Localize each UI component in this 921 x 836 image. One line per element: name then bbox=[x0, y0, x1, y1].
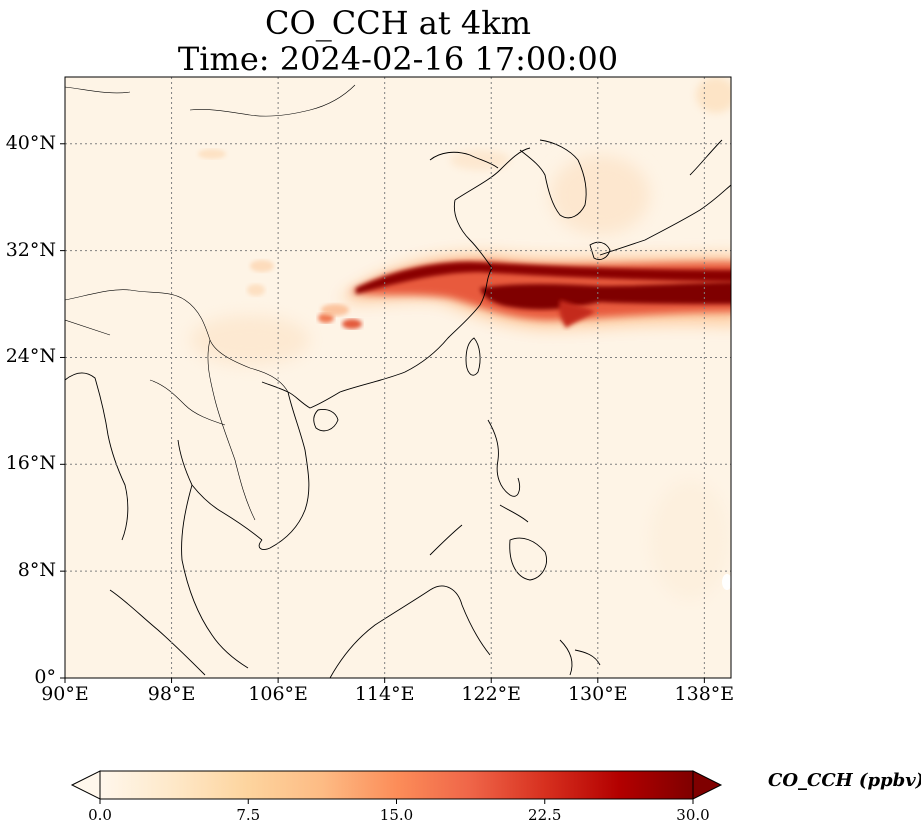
gridlines bbox=[65, 77, 731, 678]
coastlines bbox=[65, 84, 731, 678]
coastline-japan-2 bbox=[689, 139, 723, 176]
y-tick-label: 0° bbox=[34, 666, 56, 688]
faint-patch bbox=[650, 480, 730, 600]
y-tick-label: 32°N bbox=[5, 238, 56, 261]
coastline-korea bbox=[519, 139, 587, 219]
coastline-thailand bbox=[177, 439, 263, 541]
x-tick-label: 130°E bbox=[567, 683, 628, 705]
coastline-sumatra bbox=[109, 589, 206, 676]
y-tick-label: 8°N bbox=[17, 559, 56, 582]
border-lines bbox=[65, 84, 356, 521]
coastline-palawan bbox=[429, 524, 463, 556]
coastline-luzon bbox=[487, 419, 521, 497]
x-tick-label: 106°E bbox=[248, 683, 308, 705]
coastline-japan bbox=[599, 184, 731, 256]
x-tick-label: 114°E bbox=[354, 683, 415, 705]
coastline-taiwan bbox=[465, 337, 481, 376]
plume-core-south bbox=[480, 282, 731, 310]
y-tick-label: 40°N bbox=[5, 131, 56, 154]
concentration-field bbox=[190, 77, 731, 600]
map-frame bbox=[64, 76, 732, 679]
colorbar-extend-min bbox=[70, 770, 101, 800]
coastline-mindanao bbox=[509, 537, 547, 581]
x-tick-label: 98°E bbox=[147, 683, 196, 705]
y-tick-label: 16°N bbox=[5, 452, 56, 475]
faint-patch bbox=[450, 150, 510, 170]
faint-patch bbox=[247, 284, 265, 296]
colorbar-tick-label: 7.5 bbox=[236, 806, 261, 824]
x-tick-label: 90°E bbox=[41, 683, 89, 705]
plume-core-north bbox=[356, 262, 731, 294]
colorbar-extend-max bbox=[692, 770, 723, 800]
missing-data-patch bbox=[722, 574, 731, 590]
coastline-hainan bbox=[313, 409, 339, 432]
coastline-borneo bbox=[329, 585, 491, 678]
colorbar-tick-label: 0.0 bbox=[88, 806, 112, 824]
coastline-vietnam bbox=[258, 391, 310, 551]
coastline-bohai-2 bbox=[429, 151, 499, 169]
colorbar-label: CO_CCH (ppbv) bbox=[768, 770, 921, 791]
plume-spot bbox=[321, 304, 349, 316]
coastline-myanmar bbox=[65, 372, 129, 541]
colorbar-tick-label: 30.0 bbox=[676, 806, 710, 824]
x-tick-label: 138°E bbox=[674, 683, 735, 705]
colorbar-tick-marks bbox=[99, 799, 694, 804]
map-time-subtitle: Time: 2024-02-16 17:00:00 bbox=[177, 40, 619, 78]
faint-patch bbox=[550, 155, 650, 235]
coastline-bohai bbox=[454, 147, 531, 201]
x-tick-label: 122°E bbox=[461, 683, 522, 705]
tick-marks bbox=[60, 143, 705, 683]
colorbar bbox=[70, 770, 723, 804]
colorbar-gradient bbox=[99, 770, 694, 800]
faint-patch bbox=[250, 260, 274, 272]
y-tick-label: 24°N bbox=[5, 345, 56, 368]
coastline-malay bbox=[181, 484, 249, 669]
plume-spot bbox=[342, 319, 362, 329]
coastline-china bbox=[261, 199, 493, 409]
map-title: CO_CCH at 4km bbox=[265, 4, 531, 42]
plume-tongue bbox=[559, 300, 595, 328]
faint-patch bbox=[198, 149, 226, 159]
coastline-visayas bbox=[499, 504, 529, 523]
coastline-sulawesi bbox=[559, 639, 601, 676]
colorbar-tick-label: 15.0 bbox=[379, 806, 414, 824]
faint-patch bbox=[696, 77, 731, 113]
colorbar-tick-label: 22.5 bbox=[528, 806, 562, 824]
